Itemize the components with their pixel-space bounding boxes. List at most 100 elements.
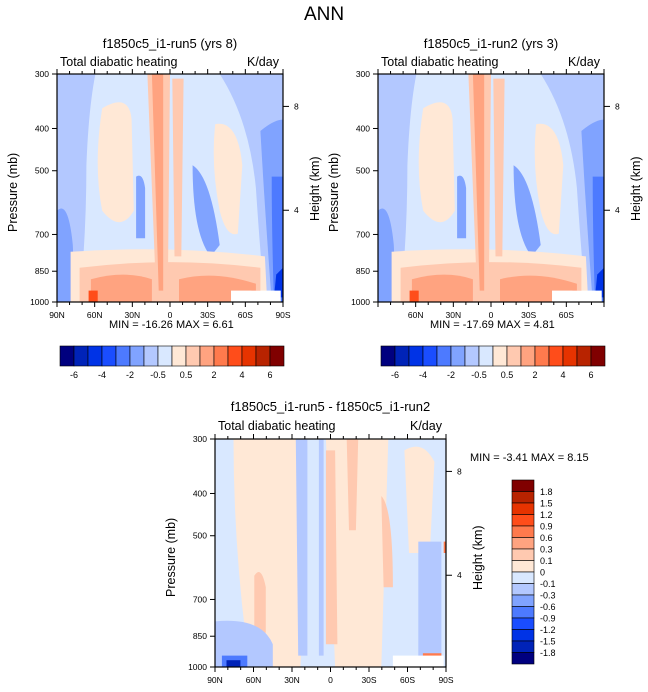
x-tick-label: 60N (246, 675, 262, 685)
colorbar-box (241, 345, 257, 367)
x-tick-label: 30S (200, 310, 215, 320)
contour-region (378, 208, 397, 302)
x-tick-label: 30S (521, 310, 536, 320)
colorbar-box (213, 345, 229, 367)
y-tick-label: 1000 (30, 297, 49, 307)
contour-region (404, 446, 435, 553)
x-tick-label: 30N (446, 310, 462, 320)
y-tick-label: 1000 (351, 297, 370, 307)
colorbar-box (511, 606, 535, 619)
x-tick-label: 60N (87, 310, 103, 320)
y-tick-label: 700 (356, 229, 370, 239)
x-tick-label: 30N (125, 310, 141, 320)
y-right-tick-label: 8 (457, 466, 462, 476)
y-right-tick-label: 4 (615, 205, 620, 215)
colorbar-label: 0.3 (540, 545, 553, 555)
y-tick-label: 400 (356, 123, 370, 133)
x-tick-label: 90N (49, 310, 65, 320)
missing-data-region (552, 290, 602, 302)
colorbar-box (115, 345, 131, 367)
colorbar-box (511, 571, 535, 584)
y-tick-label: 850 (35, 266, 49, 276)
contour-region (213, 123, 243, 235)
colorbar-box (492, 345, 508, 367)
panel2-stats: MIN = -17.69 MAX = 4.81 (430, 319, 555, 331)
colorbar-label: -4 (98, 370, 106, 380)
colorbar-box (227, 345, 243, 367)
panel1-units: K/day (247, 55, 279, 69)
colorbar-label: 2 (211, 370, 216, 380)
panel3-left-subtitle: Total diabatic heating (218, 419, 336, 433)
panel1-colorbar: -6 -4 -2 -0.5 0.5 2 4 6 (59, 345, 285, 380)
y-tick-label: 700 (35, 229, 49, 239)
y-right-tick-label: 4 (457, 570, 462, 580)
colorbar-box (171, 345, 187, 367)
contour-region (226, 660, 241, 667)
colorbar-box (511, 491, 535, 504)
colorbar-box (511, 479, 535, 492)
colorbar-box (422, 345, 438, 367)
contour-region (418, 541, 442, 667)
colorbar-box (511, 514, 535, 527)
x-tick-label: 90S (275, 310, 290, 320)
contour-region (151, 74, 164, 291)
y-tick-label: 700 (193, 594, 207, 604)
contour-region (57, 208, 76, 302)
colorbar-box (185, 345, 201, 367)
colorbar-box (59, 345, 75, 367)
colorbar-label: -6 (391, 370, 399, 380)
x-tick-label: 90S (438, 675, 453, 685)
colorbar-box (255, 345, 271, 367)
panel3-plot: 90N 60N 30N 0 30S 60S 90S 300 400 500 700 850 1000 8 4 (188, 434, 462, 685)
contour-region (215, 620, 273, 667)
colorbar-label: -4 (419, 370, 427, 380)
colorbar-box (511, 560, 535, 573)
colorbar-label: 0.5 (501, 370, 514, 380)
contour-region (136, 175, 146, 239)
colorbar-box (143, 345, 159, 367)
contour-region (97, 102, 134, 223)
colorbar-label: 0.9 (540, 522, 553, 532)
colorbar-box (590, 345, 606, 367)
heatmap-field (215, 439, 446, 667)
y-tick-label: 1000 (188, 662, 207, 672)
x-tick-label: 30N (284, 675, 300, 685)
colorbar-box (199, 345, 215, 367)
contour-region (457, 175, 467, 239)
colorbar-box (548, 345, 564, 367)
colorbar-box (506, 345, 522, 367)
contour-region (472, 74, 485, 291)
y-tick-label: 400 (35, 123, 49, 133)
colorbar-box (511, 583, 535, 596)
x-tick-label: 60S (559, 310, 574, 320)
contour-region (325, 450, 338, 645)
y-right-tick-label: 4 (294, 205, 299, 215)
x-tick-label: 0 (489, 310, 494, 320)
contour-region (295, 439, 308, 656)
contour-region (346, 439, 359, 531)
colorbar-label: -1.2 (540, 625, 556, 635)
contour-region (192, 165, 220, 257)
y-tick-label: 300 (356, 69, 370, 79)
y-tick-label: 300 (193, 434, 207, 444)
colorbar-label: -0.1 (540, 579, 556, 589)
colorbar-box (511, 640, 535, 653)
colorbar-box (478, 345, 494, 367)
colorbar-box (511, 502, 535, 515)
panel2-plot: 60N 30N 0 30S 60S 300 400 500 700 850 1000 8 4 (351, 69, 620, 320)
x-tick-label: 0 (168, 310, 173, 320)
contour-region (325, 439, 389, 667)
heatmap-field (57, 74, 283, 302)
colorbar-label: -1.5 (540, 637, 556, 647)
y-tick-label: 400 (193, 488, 207, 498)
y-tick-label: 500 (356, 166, 370, 176)
colorbar-label: -2 (447, 370, 455, 380)
colorbar-label: -2 (126, 370, 134, 380)
y-tick-label: 850 (193, 631, 207, 641)
colorbar-label: 0.1 (540, 556, 553, 566)
heatmap-field (378, 74, 604, 302)
panel3-stats: MIN = -3.41 MAX = 8.15 (470, 452, 589, 464)
colorbar-box (511, 537, 535, 550)
contour-region (534, 123, 564, 235)
contour-region (318, 439, 324, 656)
